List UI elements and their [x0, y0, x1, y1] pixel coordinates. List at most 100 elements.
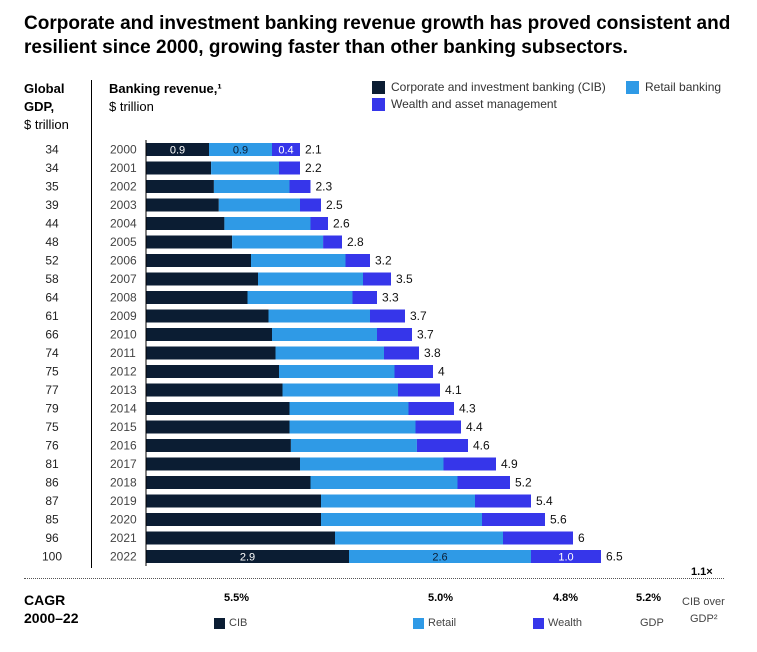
gdp-header-line1: Global	[24, 81, 65, 96]
bar-segment-wealth	[370, 309, 405, 323]
total-label: 3.7	[417, 328, 434, 342]
chart-title: Corporate and investment banking revenue…	[24, 13, 731, 58]
bar-segment-wealth	[394, 365, 433, 378]
revenue-header-line1: Banking revenue,¹	[109, 81, 222, 96]
bar-segment-cib	[146, 180, 214, 193]
bar-segment-wealth	[531, 550, 601, 563]
total-label: 3.8	[424, 346, 441, 360]
bar-segment-wealth	[398, 383, 440, 397]
bar-segment-cib	[146, 383, 283, 397]
gdp-value: 48	[45, 235, 59, 249]
cib-over-gdp-ratio: 1.1×	[691, 566, 713, 578]
bar-segment-retail	[258, 272, 363, 286]
bar-segment-retail	[213, 180, 290, 193]
bar-segment-retail	[209, 143, 272, 156]
total-label: 2.2	[305, 161, 322, 175]
segment-value-label: 2.6	[432, 552, 447, 564]
bar-segment-wealth	[384, 346, 419, 360]
year-label: 2007	[110, 272, 137, 286]
total-label: 4	[438, 365, 445, 379]
total-label: 3.7	[410, 309, 427, 323]
bar-segment-cib	[146, 531, 335, 545]
bar-segment-retail	[268, 309, 370, 323]
bar-segment-wealth	[457, 476, 510, 489]
bar-segment-cib	[146, 365, 279, 378]
bar-segment-cib	[146, 309, 269, 323]
year-label: 2008	[110, 291, 137, 305]
bar-segment-cib	[146, 476, 311, 489]
bar-segment-retail	[335, 531, 503, 545]
total-label: 4.4	[466, 420, 483, 434]
year-label: 2011	[110, 346, 136, 360]
cagr-retail-legend: Retail	[413, 617, 456, 629]
year-label: 2022	[110, 550, 137, 564]
legend-item-wealth: Wealth and asset management	[372, 97, 557, 111]
bar-segment-retail	[289, 402, 409, 415]
cagr-cib-over-gdp-line2: GDP²	[690, 613, 718, 625]
gdp-value: 74	[45, 346, 59, 360]
segment-value-label: 1.0	[558, 552, 573, 564]
year-label: 2010	[110, 328, 137, 342]
bar-segment-wealth	[323, 235, 342, 249]
bar-segment-cib	[146, 420, 290, 434]
gdp-value: 100	[42, 550, 62, 564]
bar-segment-cib	[146, 235, 233, 249]
bar-segment-cib	[146, 217, 225, 230]
bar-segment-retail	[349, 550, 531, 563]
total-label: 3.5	[396, 272, 413, 286]
bar-segment-retail	[279, 365, 395, 378]
year-label: 2016	[110, 439, 137, 453]
bar-segment-wealth	[279, 161, 300, 175]
revenue-header-line2: $ trillion	[109, 99, 154, 114]
gdp-column-header: Global GDP, $ trillion	[24, 80, 69, 134]
bar-segment-retail	[282, 383, 398, 397]
total-label: 2.8	[347, 235, 364, 249]
cagr-cib-swatch	[214, 617, 225, 629]
gdp-value: 86	[45, 476, 59, 490]
bar-segment-retail	[218, 198, 300, 212]
bar-segment-wealth	[345, 254, 370, 267]
legend-label-cib: Corporate and investment banking (CIB)	[391, 80, 606, 94]
legend-swatch-wealth	[372, 97, 385, 111]
year-label: 2000	[110, 143, 137, 157]
bar-segment-wealth	[352, 291, 377, 304]
bar-segment-cib	[146, 550, 349, 563]
gdp-value: 34	[45, 161, 59, 175]
legend-swatch-retail	[626, 80, 639, 94]
year-label: 2014	[110, 402, 137, 416]
gdp-value: 79	[45, 402, 59, 416]
bar-segment-wealth	[416, 439, 468, 452]
cagr-label: CAGR 2000–22	[24, 591, 79, 627]
total-label: 6.5	[606, 550, 623, 564]
bar-segment-cib	[146, 291, 248, 304]
cagr-cib-label: CIB	[229, 617, 248, 629]
bar-segment-cib	[146, 328, 272, 341]
bar-segment-retail	[211, 161, 279, 175]
total-label: 4.1	[445, 383, 462, 397]
segment-value-label: 0.9	[233, 145, 248, 157]
bar-segment-cib	[146, 346, 276, 360]
column-divider	[91, 80, 92, 568]
year-label: 2004	[110, 217, 137, 231]
year-label: 2003	[110, 198, 137, 212]
bar-segment-wealth	[377, 328, 412, 341]
gdp-value: 76	[45, 439, 59, 453]
total-label: 6	[578, 531, 585, 545]
year-label: 2001	[110, 161, 137, 175]
cagr-label-line2: 2000–22	[24, 610, 79, 626]
bar-segment-retail	[321, 513, 482, 526]
cagr-wealth-swatch	[533, 617, 544, 629]
cagr-wealth-legend: Wealth	[533, 617, 582, 629]
gdp-value: 52	[45, 254, 59, 268]
cagr-wealth-value: 4.8%	[553, 592, 579, 604]
year-label: 2009	[110, 309, 137, 323]
year-label: 2018	[110, 476, 137, 490]
legend-item-retail: Retail banking	[626, 80, 721, 94]
bar-segment-wealth	[363, 272, 391, 286]
year-label: 2013	[110, 383, 137, 397]
gdp-value: 87	[45, 494, 59, 508]
bar-segment-cib	[146, 402, 290, 415]
bar-segment-retail	[232, 235, 324, 249]
gdp-header-line3: $ trillion	[24, 117, 69, 132]
